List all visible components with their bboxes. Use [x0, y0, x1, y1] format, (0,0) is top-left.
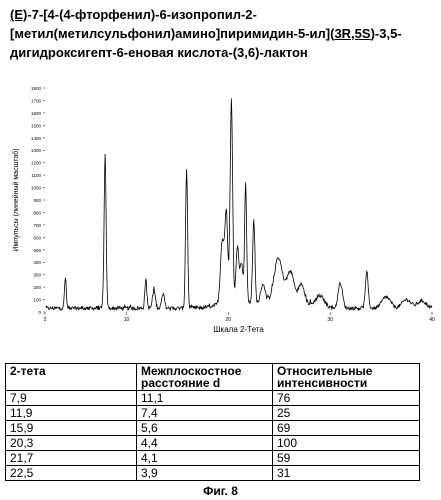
- table-row: 21,7 4,1 59: [5, 450, 420, 466]
- title-segment: -7-[4-(4-фторфенил)-6-изопропил-2-: [27, 7, 257, 22]
- y-tick-label: 300: [33, 273, 41, 278]
- table-cell: 59: [272, 450, 420, 466]
- table-cell: 11,9: [5, 405, 137, 421]
- x-tick-label: 40: [429, 317, 435, 323]
- table-row: 11,9 7,4 25: [5, 405, 420, 421]
- table-cell: 4,1: [136, 450, 273, 466]
- y-tick-label: 1200: [31, 161, 42, 166]
- title-segment: 3R,5S: [334, 26, 371, 41]
- diffraction-trace: [45, 98, 433, 312]
- table-cell: 31: [272, 465, 420, 481]
- table-cell: 15,9: [5, 420, 137, 436]
- table-row: 20,3 4,4 100: [5, 435, 420, 451]
- y-tick-label: 600: [33, 235, 41, 240]
- title-segment: (E): [10, 7, 28, 22]
- table-cell: 100: [272, 435, 420, 451]
- table-cell: 7,4: [136, 405, 273, 421]
- x-tick-label: 10: [124, 317, 130, 323]
- table-cell: 11,1: [136, 390, 273, 406]
- y-tick-label: 0: [38, 310, 41, 315]
- table-cell: 22,5: [5, 465, 137, 481]
- table-header-row: 2-тета Межплоскостное расстояние d Относ…: [5, 363, 420, 391]
- y-tick-label: 1500: [31, 123, 42, 128]
- y-tick-label: 1300: [31, 148, 42, 153]
- y-axis-label: Импульсы (линейный масштаб): [12, 148, 20, 251]
- table-cell: 7,9: [5, 390, 137, 406]
- y-tick-label: 1600: [31, 111, 42, 116]
- y-tick-label: 200: [33, 285, 41, 290]
- compound-title: (E)-7-[4-(4-фторфенил)-6-изопропил-2- [ме…: [10, 5, 435, 62]
- table-cell: 20,3: [5, 435, 137, 451]
- y-tick-label: 100: [33, 298, 41, 303]
- table-cell: 25: [272, 405, 420, 421]
- y-tick-label: 400: [33, 260, 41, 265]
- x-axis-ticks: 2 10 20 30 40: [44, 312, 435, 323]
- header-two-theta: 2-тета: [5, 363, 137, 391]
- y-tick-label: 1700: [31, 98, 42, 103]
- x-tick-label: 30: [327, 317, 333, 323]
- y-tick-label: 800: [33, 210, 41, 215]
- y-tick-label: 1000: [31, 186, 42, 191]
- table-row: 22,5 3,9 31: [5, 465, 420, 481]
- table-cell: 4,4: [136, 435, 273, 451]
- header-d-spacing: Межплоскостное расстояние d: [136, 363, 273, 391]
- title-segment: дигидроксигепт-6-еновая кислота-(3,6)-ла…: [10, 45, 308, 60]
- y-tick-label: 1800: [31, 86, 42, 91]
- title-line: (E)-7-[4-(4-фторфенил)-6-изопропил-2-: [10, 5, 435, 24]
- x-tick-label: 20: [226, 317, 232, 323]
- title-segment: )-3,5-: [370, 26, 402, 41]
- peak-table: 2-тета Межплоскостное расстояние d Относ…: [5, 363, 420, 481]
- table-cell: 76: [272, 390, 420, 406]
- table-cell: 69: [272, 420, 420, 436]
- y-tick-label: 1400: [31, 136, 42, 141]
- header-intensity: Относительные интенсивности: [272, 363, 420, 391]
- title-line: дигидроксигепт-6-еновая кислота-(3,6)-ла…: [10, 43, 435, 62]
- table-row: 15,9 5,6 69: [5, 420, 420, 436]
- y-axis-ticks: 0 100 200 300 400 500 600 700 800 900 1000 1100 1200…: [31, 86, 45, 315]
- title-segment: [метил(метилсульфонил)амино]пиримидин-5-…: [10, 26, 335, 41]
- table-cell: 3,9: [136, 465, 273, 481]
- table-row: 7,9 11,1 76: [5, 390, 420, 406]
- xrd-chart: 0 100 200 300 400 500 600 700 800 900 1000 1100 1200…: [12, 86, 435, 334]
- x-axis-label: Шкала 2-Тета: [213, 325, 264, 334]
- x-tick-label: 2: [44, 317, 47, 323]
- table-cell: 5,6: [136, 420, 273, 436]
- table-cell: 21,7: [5, 450, 137, 466]
- figure-caption: Фиг. 8: [203, 484, 238, 498]
- y-tick-label: 500: [33, 248, 41, 253]
- y-tick-label: 700: [33, 223, 41, 228]
- title-line: [метил(метилсульфонил)амино]пиримидин-5-…: [10, 24, 435, 43]
- y-tick-label: 1100: [31, 173, 41, 178]
- y-tick-label: 900: [33, 198, 41, 203]
